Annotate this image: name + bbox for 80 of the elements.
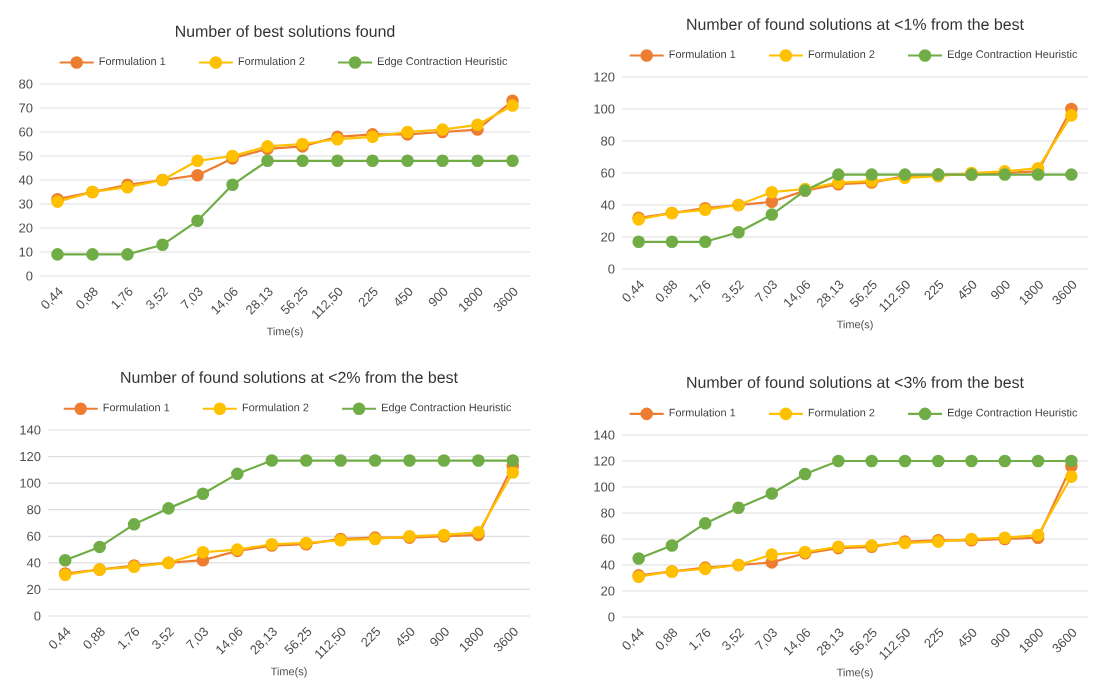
x-tick-label: 225 [361, 626, 381, 648]
x-tick-label: 900 [430, 627, 449, 647]
x-tick-label: 7,03 [754, 280, 777, 302]
y-tick-label: 120 [594, 72, 615, 82]
x-tick-label: 0,88 [76, 287, 98, 309]
chart-title: Number of found solutions at <1% from the best [687, 18, 1024, 30]
x-tick-label: 7,03 [185, 627, 208, 649]
y-tick-label: 120 [594, 456, 615, 466]
y-tick-label: 20 [601, 232, 615, 242]
y-tick-label: 40 [18, 175, 33, 185]
y-tick-label: 0 [608, 264, 615, 274]
x-axis-title: Time(s) [836, 320, 873, 331]
x-tick-label: 225 [924, 627, 944, 649]
y-tick-label: 80 [19, 79, 33, 89]
x-tick-label: 0,88 [655, 280, 677, 302]
x-axis-title: Time(s) [266, 327, 303, 338]
legend-label: Formulation 1 [669, 50, 736, 59]
y-tick-label: 60 [19, 127, 33, 137]
x-axis-title: Time(s) [836, 668, 873, 679]
x-tick-label: 0,88 [655, 628, 677, 650]
y-tick-label: 140 [594, 430, 615, 440]
x-tick-label: 0,44 [41, 287, 63, 309]
legend-label: Formulation 1 [99, 57, 166, 66]
legend-label: Edge Contraction Heuristic [382, 403, 512, 414]
y-tick-label: 30 [19, 199, 33, 209]
chart-title: Number of best solutions found [176, 25, 395, 37]
legend-label: Formulation 2 [808, 50, 875, 59]
legend-label: Formulation 2 [242, 403, 309, 412]
legend-label: Formulation 1 [669, 408, 736, 417]
legend-label: Formulation 1 [103, 403, 170, 412]
chart-title: Number of found solutions at <3% from the best [687, 376, 1024, 388]
y-tick-label: 50 [19, 151, 33, 161]
y-tick-label: 0 [34, 611, 41, 621]
y-tick-label: 20 [19, 223, 33, 233]
y-tick-label: 80 [601, 136, 615, 146]
x-tick-label: 3,52 [152, 627, 175, 649]
y-tick-label: 40 [26, 558, 41, 568]
legend-label: Formulation 2 [238, 57, 305, 66]
y-tick-label: 100 [20, 478, 41, 488]
x-tick-label: 900 [991, 280, 1010, 300]
y-tick-label: 0 [26, 271, 33, 281]
x-tick-label: 0,88 [83, 627, 105, 649]
y-tick-label: 40 [600, 560, 615, 570]
chart-title: Number of found solutions at <2% from the best [121, 371, 458, 383]
x-tick-label: 3,52 [722, 280, 745, 302]
x-tick-label: 450 [959, 280, 977, 299]
x-tick-label: 225 [924, 279, 944, 301]
x-tick-label: 3,52 [146, 287, 169, 309]
y-tick-label: 60 [601, 534, 615, 544]
x-tick-label: 0,44 [622, 628, 644, 650]
x-tick-label: 7,03 [754, 628, 777, 650]
x-tick-label: 900 [428, 287, 448, 307]
y-tick-label: 0 [608, 612, 615, 622]
y-tick-label: 20 [601, 586, 615, 596]
legend-label: Edge Contraction Heuristic [948, 50, 1078, 61]
x-axis-title: Time(s) [270, 667, 307, 678]
y-tick-label: 100 [594, 482, 615, 492]
y-tick-label: 140 [20, 425, 41, 435]
y-tick-label: 60 [601, 168, 615, 178]
x-tick-label: 0,44 [49, 627, 71, 649]
x-tick-label: 225 [358, 286, 378, 308]
x-tick-label: 450 [959, 628, 977, 647]
y-tick-label: 80 [601, 508, 615, 518]
x-tick-label: 0,44 [622, 280, 644, 302]
y-tick-label: 120 [20, 452, 41, 462]
x-tick-label: 900 [991, 628, 1010, 648]
x-tick-label: 450 [395, 287, 413, 307]
legend-label: Edge Contraction Heuristic [378, 57, 508, 68]
x-tick-label: 7,03 [180, 287, 203, 309]
x-tick-label: 450 [397, 627, 415, 647]
y-tick-label: 10 [19, 247, 33, 257]
legend-label: Edge Contraction Heuristic [948, 408, 1078, 419]
y-tick-label: 100 [594, 104, 615, 114]
y-tick-label: 20 [27, 584, 41, 595]
y-tick-label: 70 [19, 103, 33, 113]
y-tick-label: 60 [27, 531, 41, 541]
y-tick-label: 40 [600, 200, 615, 210]
legend-label: Formulation 2 [808, 408, 875, 417]
y-tick-label: 80 [27, 505, 41, 515]
x-tick-label: 3,52 [722, 628, 745, 650]
